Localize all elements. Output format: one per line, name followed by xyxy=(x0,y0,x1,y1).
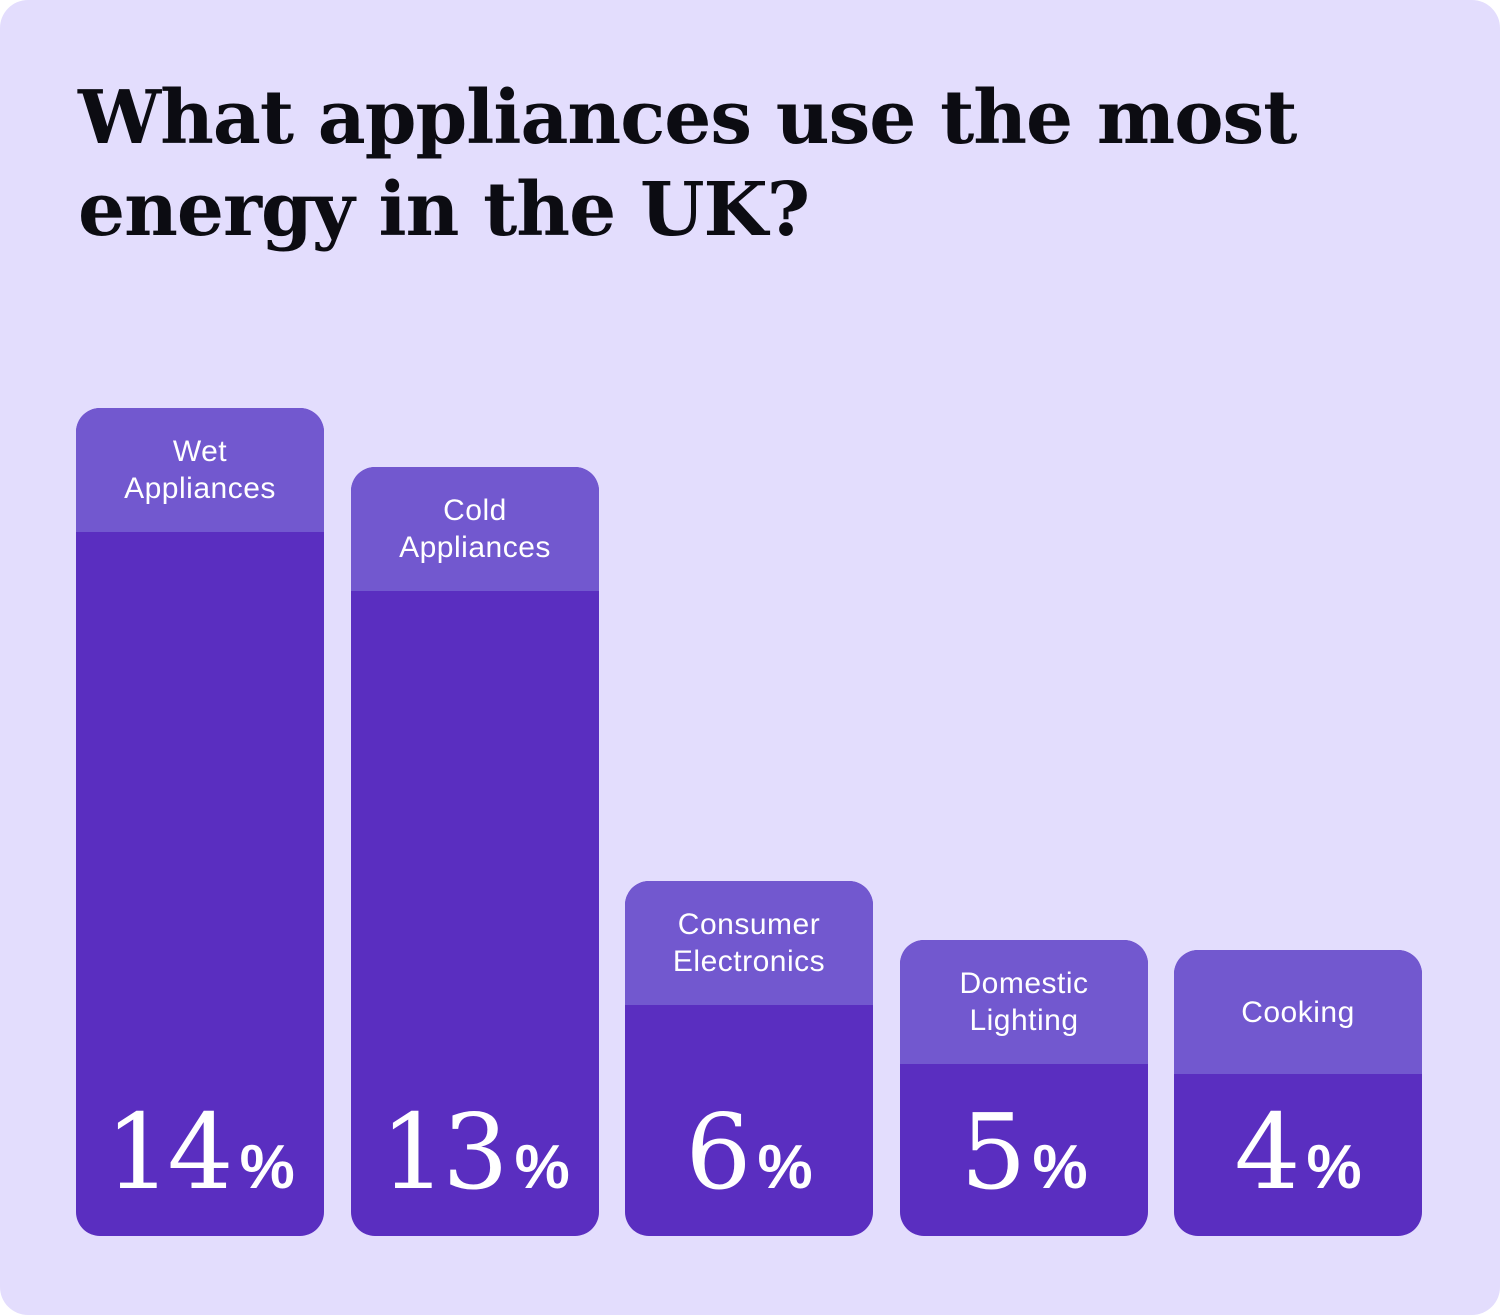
bar-label: Cold Appliances xyxy=(375,492,575,566)
bar-consumer-electronics: Consumer Electronics 6% xyxy=(625,881,873,1236)
bar-label: Consumer Electronics xyxy=(649,906,849,980)
bar-label-line: Appliances xyxy=(399,531,551,564)
bar-value-number: 13 xyxy=(380,1091,508,1213)
bar-label-line: Lighting xyxy=(969,1004,1079,1037)
bar-value-number: 4 xyxy=(1234,1091,1300,1213)
bar-value-number: 14 xyxy=(105,1091,233,1213)
bar-label-band: Domestic Lighting xyxy=(900,940,1148,1064)
bar-label-line: Wet xyxy=(172,435,228,468)
bar-value-unit: % xyxy=(514,1133,570,1202)
bar-value-unit: % xyxy=(1032,1133,1088,1202)
bar-value-number: 5 xyxy=(960,1091,1026,1213)
bar-label-band: Consumer Electronics xyxy=(625,881,873,1005)
bar-label-line: Cooking xyxy=(1241,995,1355,1029)
bar-label-line: Electronics xyxy=(672,945,826,978)
bar-label-line: Appliances xyxy=(124,472,276,505)
bar-label-line: Cold xyxy=(443,494,507,527)
bar-domestic-lighting: Domestic Lighting 5% xyxy=(900,940,1148,1236)
bar-label: Cooking xyxy=(1198,994,1398,1031)
bar-value-unit: % xyxy=(239,1133,295,1202)
bar-label-band: Wet Appliances xyxy=(76,408,324,532)
bar-value-label: 6% xyxy=(625,1100,873,1204)
bar-cold-appliances: Cold Appliances 13% xyxy=(351,467,599,1236)
bar-label-band: Cooking xyxy=(1174,950,1422,1074)
bar-label-line: Consumer xyxy=(677,908,821,941)
bar-label: Domestic Lighting xyxy=(924,965,1124,1039)
bar-label-line: Domestic xyxy=(959,967,1089,1000)
bar-value-label: 4% xyxy=(1174,1100,1422,1204)
bar-cooking: Cooking 4% xyxy=(1174,950,1422,1236)
bar-value-label: 5% xyxy=(900,1100,1148,1204)
bar-value-label: 14% xyxy=(76,1100,324,1204)
bar-wet-appliances: Wet Appliances 14% xyxy=(76,408,324,1236)
chart-title: What appliances use the most energy in t… xyxy=(78,75,1297,253)
bar-value-number: 6 xyxy=(685,1091,751,1213)
bar-value-unit: % xyxy=(757,1133,813,1202)
bar-label-band: Cold Appliances xyxy=(351,467,599,591)
bar-label: Wet Appliances xyxy=(100,433,300,507)
bar-value-unit: % xyxy=(1306,1133,1362,1202)
bar-value-label: 13% xyxy=(351,1100,599,1204)
